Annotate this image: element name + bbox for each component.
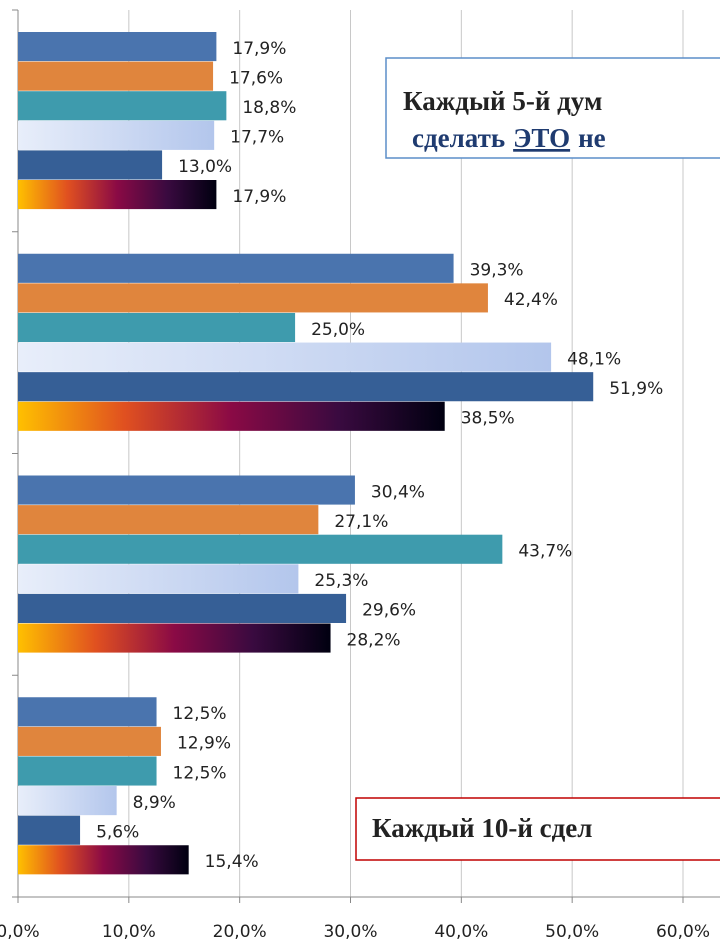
x-tick-label: 60,0% xyxy=(656,922,710,942)
value-label: 25,3% xyxy=(314,571,368,591)
bar xyxy=(18,342,552,372)
value-label: 51,9% xyxy=(609,379,663,399)
bar xyxy=(18,726,161,756)
value-label: 48,1% xyxy=(567,349,621,369)
bar xyxy=(18,593,347,623)
value-label: 18,8% xyxy=(242,98,296,118)
bar xyxy=(18,120,215,150)
annotation-text: Каждый 10-й сдел xyxy=(372,813,592,843)
value-label: 12,5% xyxy=(173,763,227,783)
value-label: 5,6% xyxy=(96,822,139,842)
value-label: 43,7% xyxy=(518,542,572,562)
value-label: 27,1% xyxy=(334,512,388,532)
value-label: 29,6% xyxy=(362,601,416,621)
value-label: 28,2% xyxy=(347,630,401,650)
x-tick-label: 20,0% xyxy=(213,922,267,942)
x-tick-label: 40,0% xyxy=(434,922,488,942)
value-label: 25,0% xyxy=(311,320,365,340)
value-label: 17,6% xyxy=(229,68,283,88)
annotation-box xyxy=(385,57,720,159)
value-label: 38,5% xyxy=(461,409,515,429)
bar xyxy=(18,372,594,402)
bar xyxy=(18,786,117,816)
annotation-text: Каждый 5-й дум xyxy=(403,86,602,116)
bar xyxy=(18,756,157,786)
value-label: 8,9% xyxy=(133,793,176,813)
bar xyxy=(18,283,488,313)
bar xyxy=(18,401,445,431)
value-label: 17,9% xyxy=(232,187,286,207)
bar xyxy=(18,475,355,505)
annotation-word: не xyxy=(578,123,606,153)
annotation-word: ЭТО xyxy=(513,123,570,153)
bar xyxy=(18,61,214,91)
x-tick-label: 10,0% xyxy=(102,922,156,942)
bar xyxy=(18,623,331,653)
annotation-text: сделать ЭТО не xyxy=(412,123,606,153)
bar xyxy=(18,91,227,121)
value-label: 13,0% xyxy=(178,157,232,177)
bar xyxy=(18,534,503,564)
value-label: 17,9% xyxy=(232,39,286,59)
value-label: 39,3% xyxy=(470,261,524,281)
bar xyxy=(18,815,81,845)
value-label: 12,9% xyxy=(177,734,231,754)
bar xyxy=(18,253,454,283)
x-tick-label: 0,0% xyxy=(0,922,40,942)
value-label: 17,7% xyxy=(230,128,284,148)
annotation-box xyxy=(355,797,720,861)
value-label: 42,4% xyxy=(504,290,558,310)
x-tick-label: 30,0% xyxy=(323,922,377,942)
bar xyxy=(18,564,299,594)
x-tick-label: 50,0% xyxy=(545,922,599,942)
value-label: 12,5% xyxy=(173,704,227,724)
bar xyxy=(18,845,189,875)
value-label: 15,4% xyxy=(205,852,259,872)
annotation-word: сделать xyxy=(412,123,505,153)
value-label: 30,4% xyxy=(371,482,425,502)
bar xyxy=(18,697,157,727)
bar xyxy=(18,312,296,343)
bar xyxy=(18,32,217,62)
bar xyxy=(18,505,319,535)
bar xyxy=(18,180,217,210)
bar xyxy=(18,150,163,180)
